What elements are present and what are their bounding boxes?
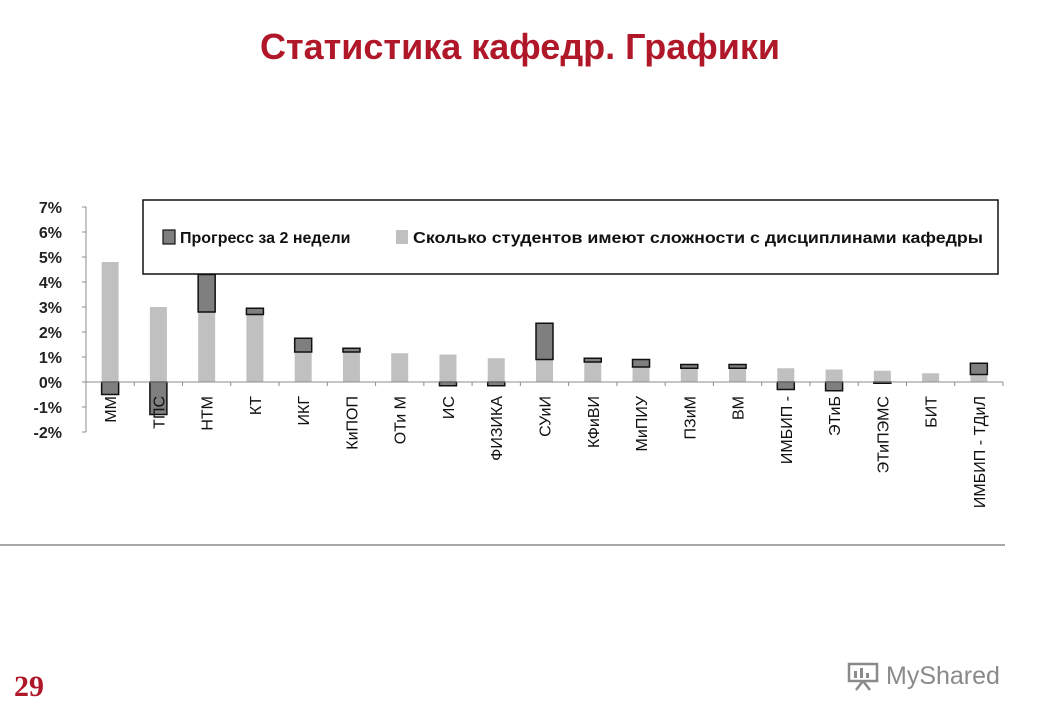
category-label: ОТи М: [393, 396, 410, 444]
progress-bar: [583, 357, 603, 363]
category-label: ЭТиБ: [827, 396, 844, 436]
category-label: ИМБИП - ТДиЛ: [972, 396, 989, 508]
progress-bar: [728, 363, 747, 369]
progress-bar: [680, 363, 699, 369]
category-label: ИМБИП -: [779, 396, 796, 464]
difficulty-bar: [584, 362, 602, 382]
y-tick-label: 6%: [39, 225, 62, 242]
category-label: ИКГ: [296, 396, 313, 426]
category-label: КиПОП: [344, 396, 361, 450]
y-tick-label: -2%: [34, 425, 62, 442]
difficulty-bar: [294, 352, 312, 382]
y-tick-label: -1%: [34, 400, 62, 417]
difficulty-bar: [487, 358, 505, 382]
difficulty-bar: [777, 368, 795, 382]
legend-label-progress: Прогресс за 2 недели: [180, 230, 350, 247]
difficulty-bars: [101, 262, 988, 382]
progress-bar: [438, 381, 458, 387]
page-number: 29: [14, 670, 44, 703]
progress-bar: [197, 273, 216, 313]
category-label: НТМ: [200, 396, 217, 431]
y-tick-label: 5%: [39, 250, 62, 267]
slide-title: Статистика кафедр. Графики: [260, 26, 780, 67]
difficulty-bar: [342, 352, 360, 382]
progress-bar: [776, 381, 796, 391]
y-tick-label: 1%: [39, 350, 62, 367]
chart-svg: 7% 6% 5% 4% 3% 2% 1% 0% -1% -2% ММ ТПС НТМ КТ ИКГ КиПОП…: [0, 199, 1005, 546]
difficulty-bar: [391, 353, 409, 382]
legend-label-difficulty: Сколько студентов имеют сложности с дисц…: [413, 230, 983, 247]
y-tick-label: 3%: [39, 300, 62, 317]
category-label: ПЗиМ: [682, 396, 699, 439]
progress-bar: [100, 381, 120, 396]
difficulty-bar: [873, 370, 891, 382]
category-label: ВМ: [731, 396, 748, 420]
progress-bar: [824, 381, 844, 392]
difficulty-bar: [101, 262, 119, 382]
chart: 7% 6% 5% 4% 3% 2% 1% 0% -1% -2% ММ ТПС НТМ КТ ИКГ КиПОП…: [0, 190, 1040, 560]
legend-swatch-progress: [162, 229, 176, 245]
progress-bar: [631, 358, 651, 368]
y-tick-label: 4%: [39, 275, 62, 292]
difficulty-bar: [729, 368, 747, 382]
progress-bar: [535, 322, 554, 361]
difficulty-bar: [149, 307, 167, 382]
difficulty-bar: [536, 359, 553, 382]
y-tick-label: 7%: [39, 200, 62, 217]
category-label: ММ: [103, 396, 120, 423]
difficulty-bar: [198, 312, 216, 382]
category-label: МиПИУ: [634, 395, 651, 451]
category-label: ЭТиПЭМС: [875, 396, 892, 473]
category-label: ИС: [441, 396, 458, 419]
difficulty-bar: [632, 367, 650, 382]
category-label: ТПС: [151, 396, 168, 429]
progress-bar: [342, 347, 361, 353]
category-label: ФИЗИКА: [489, 396, 506, 461]
progress-bar: [293, 337, 313, 353]
difficulty-bar: [680, 368, 698, 382]
progress-bars: [100, 273, 989, 416]
y-tick-label: 2%: [39, 325, 62, 342]
watermark-text: MyShared: [886, 661, 1000, 690]
legend: Прогресс за 2 недели Сколько студентов им…: [142, 199, 999, 275]
difficulty-bar: [439, 354, 457, 382]
presentation-icon: [847, 662, 879, 691]
difficulty-bar: [922, 373, 940, 382]
difficulty-bar: [970, 374, 988, 382]
category-label: КФиВИ: [586, 396, 603, 448]
progress-bar: [969, 362, 989, 376]
legend-box: [142, 199, 999, 275]
category-label: КТ: [248, 396, 265, 415]
progress-bar: [245, 307, 265, 316]
difficulty-bar: [246, 314, 264, 382]
watermark: MyShared: [846, 656, 1016, 696]
axes: 7% 6% 5% 4% 3% 2% 1% 0% -1% -2% ММ ТПС НТМ КТ ИКГ КиПОП…: [0, 200, 1005, 546]
category-label: БИТ: [924, 396, 941, 428]
difficulty-bar: [825, 369, 843, 382]
category-label: СУиИ: [538, 396, 555, 437]
y-tick-label: 0%: [39, 375, 62, 392]
legend-swatch-difficulty: [396, 230, 408, 244]
progress-bar: [486, 381, 506, 387]
